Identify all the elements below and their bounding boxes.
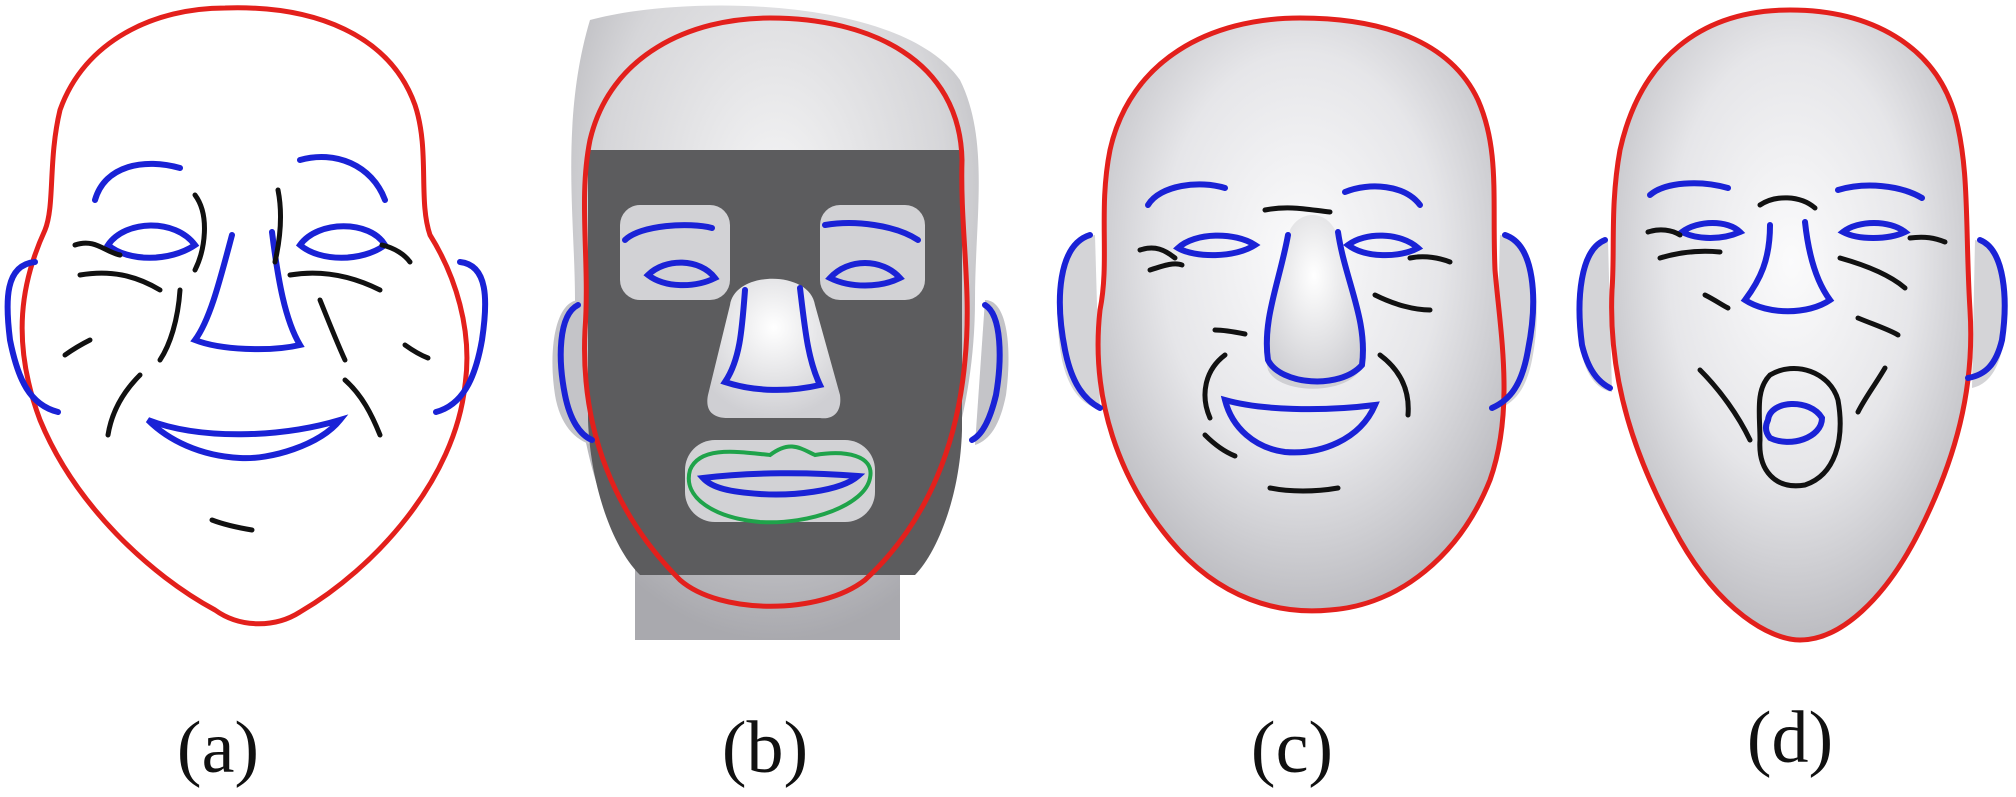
mouth-outer-contour <box>1756 366 1843 489</box>
wrinkle <box>379 242 413 265</box>
nose <box>1263 229 1366 385</box>
wrinkle <box>1855 365 1888 415</box>
mouth <box>145 414 349 462</box>
panel-d <box>1576 7 2008 643</box>
panel-c <box>1056 15 1537 614</box>
left-eye <box>643 259 720 289</box>
left-ear-shape <box>1579 240 1612 392</box>
face-surface <box>1611 10 1971 640</box>
wrinkle <box>1377 352 1411 418</box>
right-ear <box>969 302 1003 443</box>
left-eyebrow <box>1647 180 1731 198</box>
nose-shape <box>1265 215 1363 389</box>
left-eye <box>1676 220 1746 241</box>
right-eyebrow <box>1342 183 1423 208</box>
right-eye <box>1837 220 1911 241</box>
wrinkle <box>287 270 383 293</box>
face-outline <box>1095 15 1507 614</box>
panel-b-label: (b) <box>722 707 808 789</box>
wrinkle <box>1267 485 1341 494</box>
panel-c-label: (c) <box>1251 707 1333 789</box>
mouth <box>696 470 866 498</box>
wrinkle <box>1657 248 1723 261</box>
wrinkle <box>1837 255 1908 291</box>
right-eyebrow <box>1835 182 1925 201</box>
right-eye <box>825 260 905 289</box>
wrinkle <box>272 187 284 265</box>
right-eye <box>1343 232 1424 259</box>
wrinkle <box>342 377 383 438</box>
right-ear <box>1489 232 1537 411</box>
right-eye <box>295 223 389 261</box>
mouth <box>1762 401 1826 445</box>
wrinkle <box>62 337 93 358</box>
panel-a <box>4 5 489 627</box>
mouth-window <box>685 440 875 522</box>
wrinkle <box>1697 367 1753 443</box>
left-ear <box>1576 237 1613 391</box>
wrinkle <box>77 270 163 293</box>
panel-a-label: (a) <box>177 707 259 789</box>
panel-d-label: (d) <box>1747 697 1833 779</box>
wrinkle <box>157 287 183 363</box>
left-eye <box>1173 232 1261 259</box>
face-outline <box>1609 7 1974 643</box>
panel-b <box>552 5 1009 640</box>
mouth-region <box>686 444 873 525</box>
right-eyebrow <box>822 220 921 243</box>
wrinkle <box>192 192 207 273</box>
right-eyebrow <box>297 153 388 203</box>
wrinkle <box>1757 195 1818 211</box>
wrinkle <box>1202 432 1238 459</box>
wrinkle <box>1907 234 1948 245</box>
wrinkle <box>1137 245 1178 261</box>
left-eyebrow <box>92 160 183 203</box>
left-ear <box>557 302 595 443</box>
wrinkle <box>1212 327 1248 337</box>
nose <box>190 229 305 353</box>
wrinkle <box>1855 315 1901 338</box>
wrinkle <box>1147 261 1185 273</box>
wrinkle <box>1262 205 1333 215</box>
left-eyebrow <box>1145 181 1228 208</box>
mouth <box>1220 395 1380 456</box>
wrinkle <box>1645 227 1683 238</box>
right-ear-shape <box>975 300 1009 445</box>
left-ear <box>4 259 61 415</box>
wrinkle <box>1407 254 1453 265</box>
left-eye <box>103 222 200 261</box>
wrinkle <box>1702 292 1731 311</box>
wrinkle <box>72 240 123 258</box>
wrinkle <box>209 517 255 533</box>
wrinkle <box>105 372 143 438</box>
nose <box>720 285 825 393</box>
wrinkle <box>1372 292 1433 313</box>
wrinkle <box>317 297 348 363</box>
left-eyebrow <box>622 222 715 243</box>
face-outline <box>581 15 970 609</box>
right-ear <box>1965 237 2008 381</box>
wrinkle <box>402 342 431 361</box>
face-outline <box>19 5 470 627</box>
wrinkle <box>1202 352 1228 421</box>
nose <box>1740 219 1835 315</box>
right-ear <box>433 259 489 415</box>
left-ear <box>1056 232 1103 411</box>
